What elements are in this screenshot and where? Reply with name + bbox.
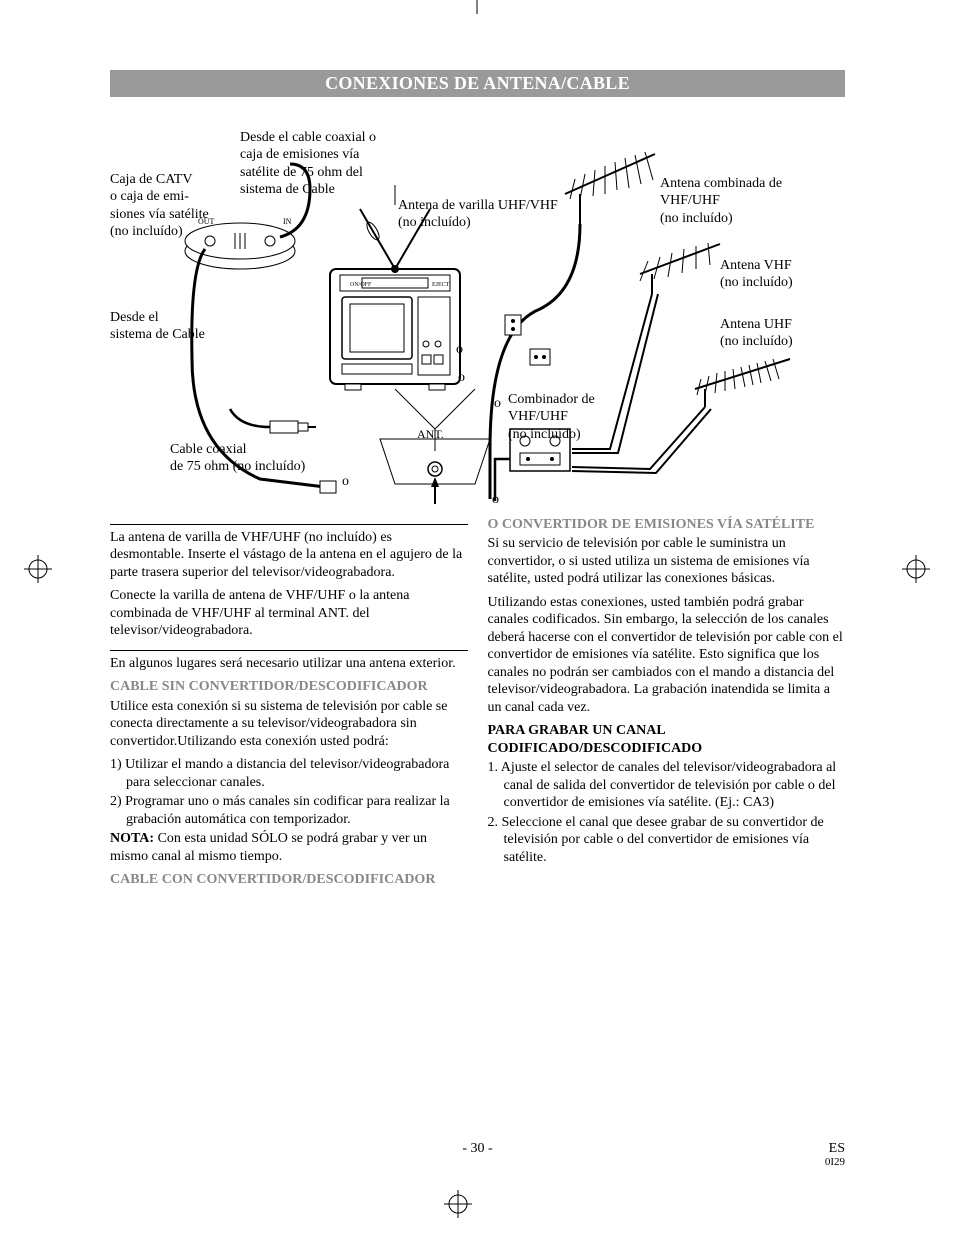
svg-text:EJECT: EJECT (432, 282, 450, 288)
label-out: OUT (198, 217, 214, 227)
label-or-3: o (342, 473, 349, 491)
right-heading-1: O CONVERTIDOR DE EMISIONES VÍA SATÉLITE (488, 516, 846, 534)
label-coax75: Cable coaxial de 75 ohm (no incluído) (170, 441, 350, 476)
left-list-1: 1) Utilizar el mando a distancia del tel… (110, 756, 468, 791)
right-heading-2: PARA GRABAR UN CANAL CODIFICADO/DESCODIF… (488, 722, 846, 757)
label-combiner: Combinador de VHF/UHF (no incluído) (508, 391, 648, 444)
label-or-1: o (456, 341, 463, 359)
lang-code: ES (829, 1140, 845, 1158)
left-para-3: En algunos lugares será necesario utiliz… (110, 655, 468, 673)
left-list-2: 2) Programar uno o más canales sin codif… (110, 793, 468, 828)
label-in: IN (283, 217, 291, 227)
left-heading-1: CABLE SIN CONVERTIDOR/DESCODIFICADOR (110, 678, 468, 696)
left-para-4: Utilice esta conexión si su sistema de t… (110, 698, 468, 751)
right-para-1: Si su servicio de televisión por cable l… (488, 535, 846, 588)
page-number: - 30 - (462, 1141, 492, 1156)
right-para-2: Utilizando estas conexiones, usted tambi… (488, 594, 846, 717)
left-para-1: La antena de varilla de VHF/UHF (no incl… (110, 529, 468, 582)
note-text: Con esta unidad SÓLO se podrá grabar y v… (110, 831, 427, 864)
doc-code: 0I29 (825, 1156, 845, 1170)
left-column: La antena de varilla de VHF/UHF (no incl… (110, 514, 468, 891)
note-label: NOTA: (110, 831, 154, 846)
label-uhf-antenna: Antena UHF (no incluído) (720, 316, 840, 351)
label-combined-antenna: Antena combinada de VHF/UHF (no incluído… (660, 175, 820, 228)
right-list-2: 2. Seleccione el canal que desee grabar … (488, 814, 846, 867)
label-vhf-antenna: Antena VHF (no incluído) (720, 257, 840, 292)
label-ant-port: ANT. (417, 427, 444, 442)
connection-diagram: ON/OFF EJECT (110, 109, 845, 504)
label-coax-top: Desde el cable coaxial o caja de emision… (240, 129, 415, 199)
label-from-cable: Desde el sistema de Cable (110, 309, 230, 344)
label-or-2: o (494, 395, 501, 413)
label-or-5: o (458, 369, 465, 387)
label-or-4: o (492, 491, 499, 509)
label-catv-box: Caja de CATV o caja de emi- siones vía s… (110, 171, 230, 241)
svg-text:ON/OFF: ON/OFF (350, 282, 372, 288)
section-header: CONEXIONES DE ANTENA/CABLE (110, 70, 845, 97)
label-rod-antenna: Antena de varilla UHF/VHF (no incluído) (398, 197, 588, 232)
right-column: O CONVERTIDOR DE EMISIONES VÍA SATÉLITE … (488, 514, 846, 891)
left-para-2: Conecte la varilla de antena de VHF/UHF … (110, 587, 468, 640)
right-list-1: 1. Ajuste el selector de canales del tel… (488, 759, 846, 812)
left-heading-2: CABLE CON CONVERTIDOR/DESCODIFICADOR (110, 871, 468, 889)
left-note: NOTA: Con esta unidad SÓLO se podrá grab… (110, 830, 468, 865)
page-footer: - 30 - ES 0I29 (110, 1140, 845, 1158)
